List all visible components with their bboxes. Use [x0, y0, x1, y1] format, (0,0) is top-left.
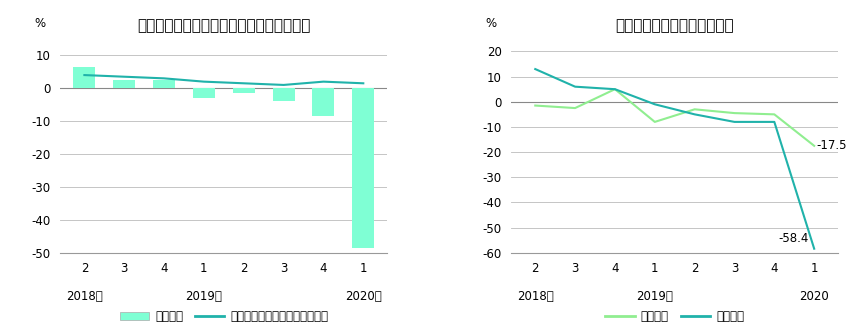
Text: 2019年: 2019年: [637, 290, 673, 303]
Legend: 經濟增長, 本地生產總值內含平減物價指數: 經濟增長, 本地生產總值內含平減物價指數: [115, 306, 333, 324]
Text: -58.4: -58.4: [778, 232, 809, 245]
Text: 2019年: 2019年: [186, 290, 222, 303]
Text: 2020: 2020: [799, 290, 829, 303]
Bar: [232, 88, 255, 93]
Text: 2020年: 2020年: [345, 290, 382, 303]
Bar: [73, 67, 95, 88]
Text: %: %: [486, 17, 496, 30]
Bar: [113, 80, 135, 88]
Legend: 內部需求, 外部需求: 內部需求, 外部需求: [600, 306, 749, 324]
Title: 內部需求及外部需求實質變動: 內部需求及外部需求實質變動: [615, 18, 734, 34]
Title: 經濟增長及本地生產總值內含平減物價指數: 經濟增長及本地生產總值內含平減物價指數: [137, 18, 310, 34]
Bar: [193, 88, 215, 98]
Bar: [273, 88, 295, 101]
Text: -17.5: -17.5: [816, 139, 847, 152]
Bar: [313, 88, 334, 116]
Bar: [153, 80, 175, 88]
Bar: [353, 88, 374, 249]
Text: 2018年: 2018年: [66, 290, 103, 303]
Text: %: %: [35, 17, 46, 30]
Text: 2018年: 2018年: [517, 290, 554, 303]
